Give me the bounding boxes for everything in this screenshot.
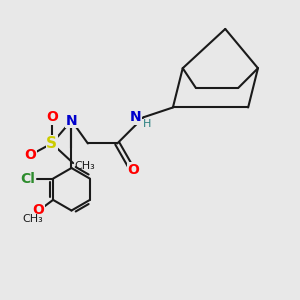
- Text: S: S: [46, 136, 57, 151]
- Text: O: O: [46, 110, 58, 124]
- Text: N: N: [66, 114, 77, 128]
- Text: CH₃: CH₃: [22, 214, 43, 224]
- Text: O: O: [128, 163, 140, 177]
- Text: H: H: [142, 119, 151, 130]
- Text: Cl: Cl: [20, 172, 35, 186]
- Text: CH₃: CH₃: [75, 161, 95, 171]
- Text: N: N: [130, 110, 141, 124]
- Text: O: O: [25, 148, 37, 162]
- Text: O: O: [32, 203, 44, 217]
